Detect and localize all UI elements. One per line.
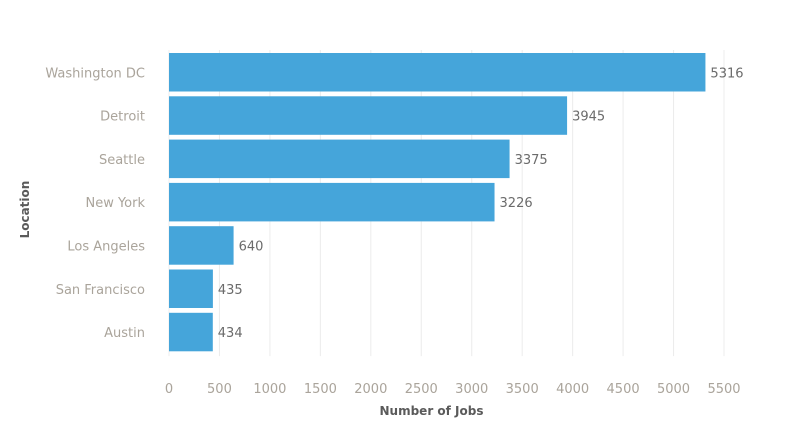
x-tick-label: 5000 (657, 382, 690, 397)
x-axis-title: Number of Jobs (380, 404, 484, 418)
data-label: 435 (218, 283, 243, 298)
bar (169, 269, 213, 308)
x-tick-labels: 0 500 1000 1500 2000 2500 3000 3500 4000 4500 5000… (165, 382, 741, 397)
data-label: 3945 (572, 110, 605, 125)
x-tick-label: 1500 (304, 382, 337, 397)
data-label: 640 (239, 239, 264, 254)
bar (169, 96, 568, 135)
x-tick-label: 2500 (405, 382, 438, 397)
bar (169, 53, 706, 92)
data-label: 3226 (500, 196, 533, 211)
category-label: Washington DC (45, 66, 145, 81)
category-label: Austin (104, 326, 145, 341)
x-tick-label: 0 (165, 382, 173, 397)
x-tick-label: 4000 (556, 382, 589, 397)
category-labels: Washington DC Detroit Seattle New York Los A… (45, 66, 145, 341)
x-tick-label: 1000 (253, 382, 286, 397)
x-tick-label: 5500 (707, 382, 740, 397)
category-label: San Francisco (56, 283, 145, 298)
category-label: Detroit (100, 110, 145, 125)
bar (169, 139, 510, 179)
data-label: 3375 (515, 153, 548, 168)
data-label: 434 (218, 326, 243, 341)
x-tick-label: 3000 (455, 382, 488, 397)
bars (169, 53, 706, 352)
category-label: Los Angeles (67, 239, 145, 254)
bar (169, 182, 495, 222)
x-tick-label: 500 (207, 382, 232, 397)
bar (169, 312, 213, 352)
x-tick-label: 2000 (354, 382, 387, 397)
category-label: Seattle (99, 153, 145, 168)
y-axis-title: Location (18, 181, 32, 239)
data-label: 5316 (710, 66, 743, 81)
bar (169, 226, 234, 265)
x-tick-label: 3500 (506, 382, 539, 397)
x-tick-label: 4500 (607, 382, 640, 397)
data-labels: 5316 3945 3375 3226 640 435 434 (218, 66, 744, 341)
category-label: New York (85, 196, 145, 211)
